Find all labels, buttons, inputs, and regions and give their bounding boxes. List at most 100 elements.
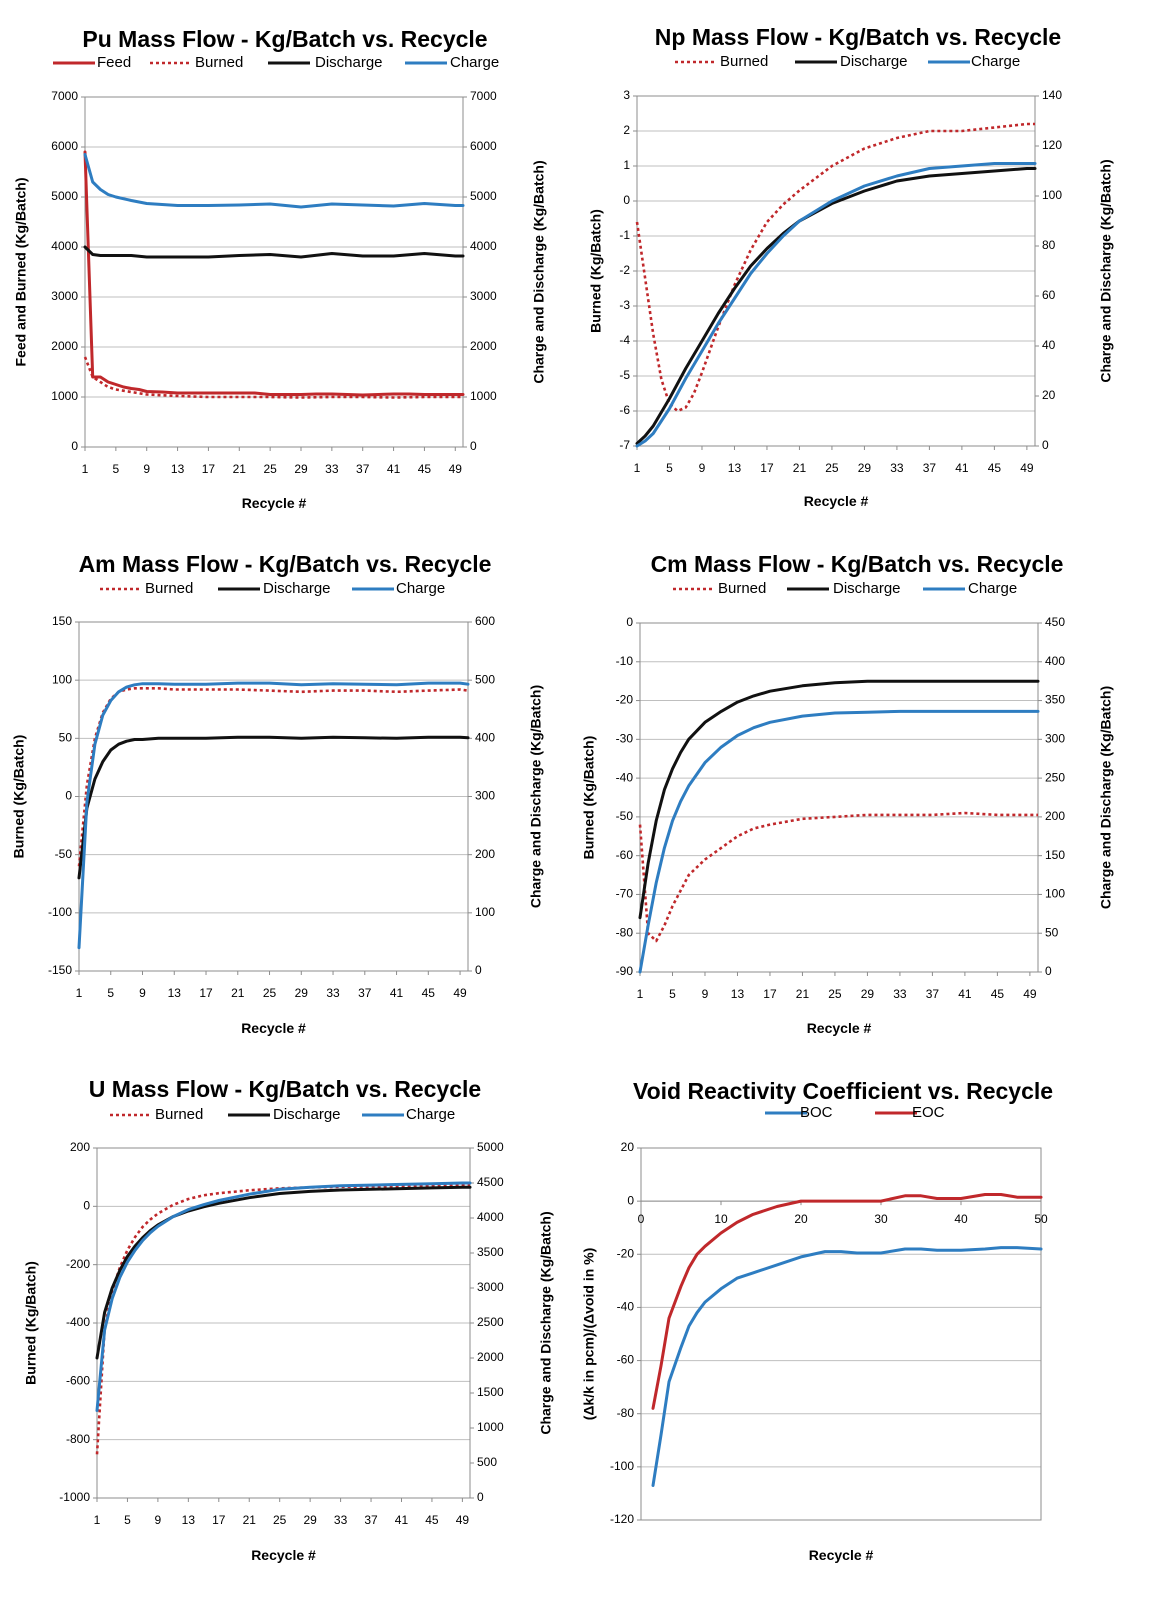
y-tick-label-left: -10 xyxy=(616,654,634,668)
x-tick-label: 25 xyxy=(825,461,839,475)
x-tick-label: 5 xyxy=(666,461,673,475)
series-line-discharge xyxy=(77,735,470,880)
y-tick-label-right: 4000 xyxy=(470,239,497,253)
y-tick-label-left: -60 xyxy=(617,1353,635,1367)
y-tick-label-left: -120 xyxy=(610,1512,634,1526)
y-tick-label-right: 60 xyxy=(1042,288,1056,302)
y-tick-label-right: 80 xyxy=(1042,238,1056,252)
y-tick-label-left: -50 xyxy=(55,847,73,861)
chart-title: Np Mass Flow - Kg/Batch vs. Recycle xyxy=(655,24,1061,50)
y-tick-label-right: 300 xyxy=(1045,732,1065,746)
x-tick-label: 21 xyxy=(231,986,245,1000)
chart-title: Void Reactivity Coefficient vs. Recycle xyxy=(633,1078,1053,1104)
x-tick-label: 1 xyxy=(634,461,641,475)
y-axis-label-left: Feed and Burned (Kg/Batch) xyxy=(13,177,29,366)
x-tick-label: 45 xyxy=(418,462,432,476)
y-tick-label-left: -800 xyxy=(66,1432,90,1446)
y-tick-label-right: 5000 xyxy=(470,189,497,203)
y-tick-label-right: 0 xyxy=(1042,438,1049,452)
y-tick-label-right: 200 xyxy=(475,847,495,861)
x-tick-label: 49 xyxy=(1023,987,1037,1001)
y-tick-label-left: 4000 xyxy=(51,239,78,253)
x-tick-label: 29 xyxy=(294,462,308,476)
series-line-eoc xyxy=(651,1193,1043,1410)
x-tick-label: 41 xyxy=(387,462,401,476)
series-line-boc xyxy=(651,1246,1043,1487)
y-tick-label-right: 40 xyxy=(1042,338,1056,352)
x-tick-label: 20 xyxy=(794,1212,808,1226)
x-tick-label: 5 xyxy=(124,1513,131,1527)
y-tick-label-right: 0 xyxy=(477,1490,484,1504)
x-tick-label: 29 xyxy=(295,986,309,1000)
y-tick-label-right: 400 xyxy=(475,731,495,745)
y-tick-label-left: -50 xyxy=(616,809,634,823)
x-tick-label: 13 xyxy=(168,986,182,1000)
series-line-discharge xyxy=(638,679,1040,920)
x-tick-label: 45 xyxy=(422,986,436,1000)
x-tick-label: 9 xyxy=(699,461,706,475)
chart-title: Am Mass Flow - Kg/Batch vs. Recycle xyxy=(79,551,492,577)
chart-title: U Mass Flow - Kg/Batch vs. Recycle xyxy=(89,1076,481,1102)
y-tick-label-right: 4500 xyxy=(477,1175,504,1189)
x-tick-label: 13 xyxy=(182,1513,196,1527)
y-tick-label-left: -5 xyxy=(619,368,630,382)
chart-void-reactivity: Void Reactivity Coefficient vs. Recycle -… xyxy=(581,1078,1053,1563)
x-tick-label: 9 xyxy=(155,1513,162,1527)
legend-entry-burned: Burned xyxy=(720,53,768,70)
legend-entry-charge: Charge xyxy=(406,1106,455,1123)
y-tick-label-left: 150 xyxy=(52,614,72,628)
series-line-burned xyxy=(635,122,1035,413)
y-tick-label-left: 0 xyxy=(626,615,633,629)
x-tick-label: 13 xyxy=(728,461,742,475)
legend-entry-charge: Charge xyxy=(450,54,499,71)
series-line-discharge xyxy=(83,245,465,259)
x-tick-label: 37 xyxy=(923,461,937,475)
y-tick-label-left: 0 xyxy=(71,439,78,453)
x-tick-label: 25 xyxy=(263,462,277,476)
x-tick-label: 0 xyxy=(638,1212,645,1226)
y-tick-label-left: 6000 xyxy=(51,139,78,153)
y-tick-label-right: 450 xyxy=(1045,615,1065,629)
legend-entry-boc: BOC xyxy=(800,1104,833,1121)
x-axis-label: Recycle # xyxy=(804,493,869,509)
y-tick-label-left: -40 xyxy=(617,1300,635,1314)
legend-entry-discharge: Discharge xyxy=(263,580,331,597)
x-tick-label: 29 xyxy=(303,1513,317,1527)
y-axis-label-left: Burned (Kg/Batch) xyxy=(581,736,597,860)
y-tick-label-right: 50 xyxy=(1045,925,1059,939)
y-tick-label-left: 0 xyxy=(627,1193,634,1207)
x-axis-label: Recycle # xyxy=(251,1547,316,1563)
y-tick-label-left: -20 xyxy=(616,693,634,707)
x-tick-label: 1 xyxy=(82,462,89,476)
y-tick-label-right: 1000 xyxy=(470,389,497,403)
y-tick-label-left: -80 xyxy=(616,925,634,939)
plot-area xyxy=(639,622,1039,973)
y-tick-label-left: -3 xyxy=(619,298,630,312)
x-tick-label: 49 xyxy=(453,986,467,1000)
y-axis-label-left: (Δk/k in pcm)/(Δvoid in %) xyxy=(581,1248,597,1421)
y-tick-label-left: -60 xyxy=(616,848,634,862)
y-tick-label-right: 100 xyxy=(1045,887,1065,901)
y-tick-label-left: -100 xyxy=(610,1459,634,1473)
x-tick-label: 13 xyxy=(731,987,745,1001)
y-tick-label-right: 2000 xyxy=(470,339,497,353)
y-tick-label-left: -20 xyxy=(617,1246,635,1260)
chart-title: Pu Mass Flow - Kg/Batch vs. Recycle xyxy=(82,26,487,52)
y-tick-label-left: -600 xyxy=(66,1374,90,1388)
y-tick-label-right: 600 xyxy=(475,614,495,628)
y-tick-label-right: 2000 xyxy=(477,1350,504,1364)
x-axis-label: Recycle # xyxy=(241,1020,306,1036)
x-tick-label: 21 xyxy=(793,461,807,475)
x-tick-label: 17 xyxy=(760,461,774,475)
y-tick-label-left: 1000 xyxy=(51,389,78,403)
y-tick-label-left: 2000 xyxy=(51,339,78,353)
x-tick-label: 33 xyxy=(334,1513,348,1527)
y-axis-label-left: Burned (Kg/Batch) xyxy=(23,1261,39,1385)
series-line-discharge xyxy=(95,1185,472,1360)
x-tick-label: 17 xyxy=(763,987,777,1001)
x-tick-label: 9 xyxy=(143,462,150,476)
x-tick-label: 41 xyxy=(395,1513,409,1527)
y-axis-label-left: Burned (Kg/Batch) xyxy=(588,209,604,333)
x-tick-label: 9 xyxy=(702,987,709,1001)
